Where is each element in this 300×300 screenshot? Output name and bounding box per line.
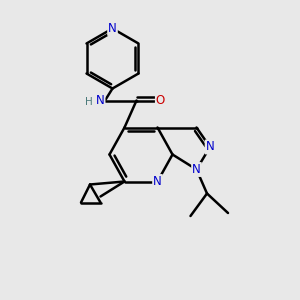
Text: N: N: [153, 175, 162, 188]
Text: N: N: [206, 140, 214, 154]
Text: O: O: [156, 94, 165, 107]
Text: H: H: [85, 97, 92, 107]
Text: N: N: [96, 94, 105, 107]
Text: N: N: [192, 163, 201, 176]
Text: N: N: [108, 22, 117, 35]
